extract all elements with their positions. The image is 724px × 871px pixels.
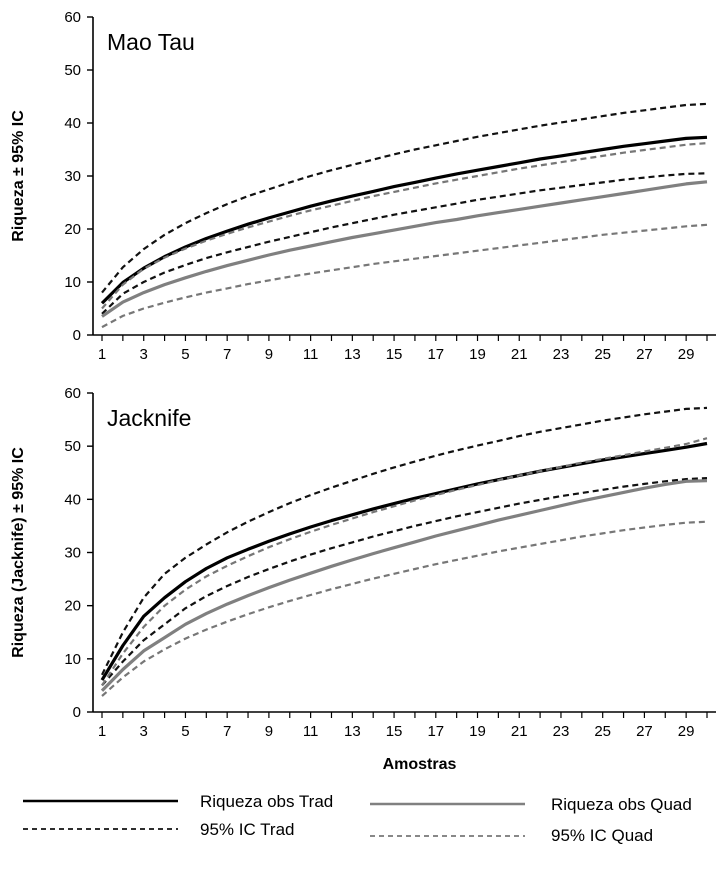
- x-tick-label: 19: [469, 346, 486, 363]
- series-line-95-ic-trad-2: [101, 477, 708, 687]
- x-tick-label: 19: [469, 723, 486, 740]
- series-line-riqueza-obs-trad-1: [100, 135, 708, 305]
- y-tick-label: 30: [64, 545, 81, 562]
- y-tick-label: 50: [64, 62, 81, 79]
- legend-item-riqueza-obs-quad: Riqueza obs Quad: [370, 795, 692, 814]
- series-line-95-ic-quad-5: [101, 520, 708, 697]
- x-tick-label: 9: [265, 346, 273, 363]
- series-line-95-ic-trad-0: [101, 102, 708, 294]
- y-tick-label: 10: [64, 274, 81, 291]
- x-tick-label: 5: [181, 723, 189, 740]
- x-tick-label: 13: [344, 346, 361, 363]
- x-tick-label: 3: [140, 723, 148, 740]
- x-axis-label: Amostras: [383, 756, 457, 773]
- y-tick-label: 30: [64, 168, 81, 185]
- x-tick-label: 21: [511, 723, 528, 740]
- x-tick-label: 3: [140, 346, 148, 363]
- panel-title: Jacknife: [107, 405, 191, 431]
- x-tick-label: 9: [265, 723, 273, 740]
- x-tick-label: 7: [223, 723, 231, 740]
- legend-label: Riqueza obs Trad: [200, 792, 333, 811]
- legend-label: 95% IC Trad: [200, 820, 295, 839]
- chart-legend: Riqueza obs Trad Riqueza obs Quad 95% IC T…: [23, 792, 692, 845]
- y-axis-label: Riqueza (Jacknife) ± 95% IC: [10, 447, 27, 658]
- x-tick-label: 25: [594, 723, 611, 740]
- legend-item-riqueza-obs-trad: Riqueza obs Trad: [23, 792, 333, 811]
- x-tick-label: 17: [427, 723, 444, 740]
- y-tick-label: 10: [64, 651, 81, 668]
- y-tick-label: 60: [64, 385, 81, 402]
- legend-label: 95% IC Quad: [551, 826, 653, 845]
- x-tick-label: 11: [303, 346, 319, 363]
- x-tick-label: 21: [511, 346, 528, 363]
- series-line-95-ic-quad-3: [101, 142, 708, 310]
- y-tick-label: 50: [64, 438, 81, 455]
- x-tick-label: 23: [553, 723, 570, 740]
- x-tick-label: 27: [636, 346, 653, 363]
- y-tick-label: 0: [73, 327, 81, 344]
- panel-title: Mao Tau: [107, 29, 195, 55]
- x-tick-label: 1: [98, 346, 106, 363]
- x-tick-label: 23: [553, 346, 570, 363]
- x-tick-label: 25: [594, 346, 611, 363]
- series-line-riqueza-obs-quad-4: [101, 180, 708, 318]
- x-tick-label: 15: [386, 723, 403, 740]
- series-line-95-ic-quad-5: [101, 223, 708, 329]
- series-line-riqueza-obs-quad-4: [100, 479, 708, 692]
- x-tick-label: 13: [344, 723, 361, 740]
- x-tick-label: 27: [636, 723, 653, 740]
- legend-item-95-ic-quad: 95% IC Quad: [370, 826, 653, 845]
- y-tick-label: 0: [73, 704, 81, 721]
- y-tick-label: 40: [64, 115, 81, 132]
- y-tick-label: 40: [64, 491, 81, 508]
- x-tick-label: 29: [678, 723, 695, 740]
- legend-label: Riqueza obs Quad: [551, 795, 692, 814]
- y-tick-label: 60: [64, 9, 81, 26]
- x-tick-label: 7: [223, 346, 231, 363]
- y-tick-label: 20: [64, 598, 81, 615]
- x-tick-label: 17: [427, 346, 444, 363]
- x-tick-label: 29: [678, 346, 695, 363]
- series-line-riqueza-obs-trad-1: [100, 441, 708, 681]
- y-tick-label: 20: [64, 221, 81, 238]
- y-axis-label: Riqueza ± 95% IC: [10, 110, 27, 242]
- x-tick-label: 15: [386, 346, 403, 363]
- series-line-95-ic-trad-2: [101, 172, 708, 315]
- x-tick-label: 11: [303, 723, 319, 740]
- x-tick-label: 5: [181, 346, 189, 363]
- series-line-95-ic-trad-0: [101, 406, 708, 676]
- x-tick-label: 1: [98, 723, 106, 740]
- legend-item-95-ic-trad: 95% IC Trad: [23, 820, 295, 839]
- series-line-95-ic-quad-3: [101, 437, 708, 687]
